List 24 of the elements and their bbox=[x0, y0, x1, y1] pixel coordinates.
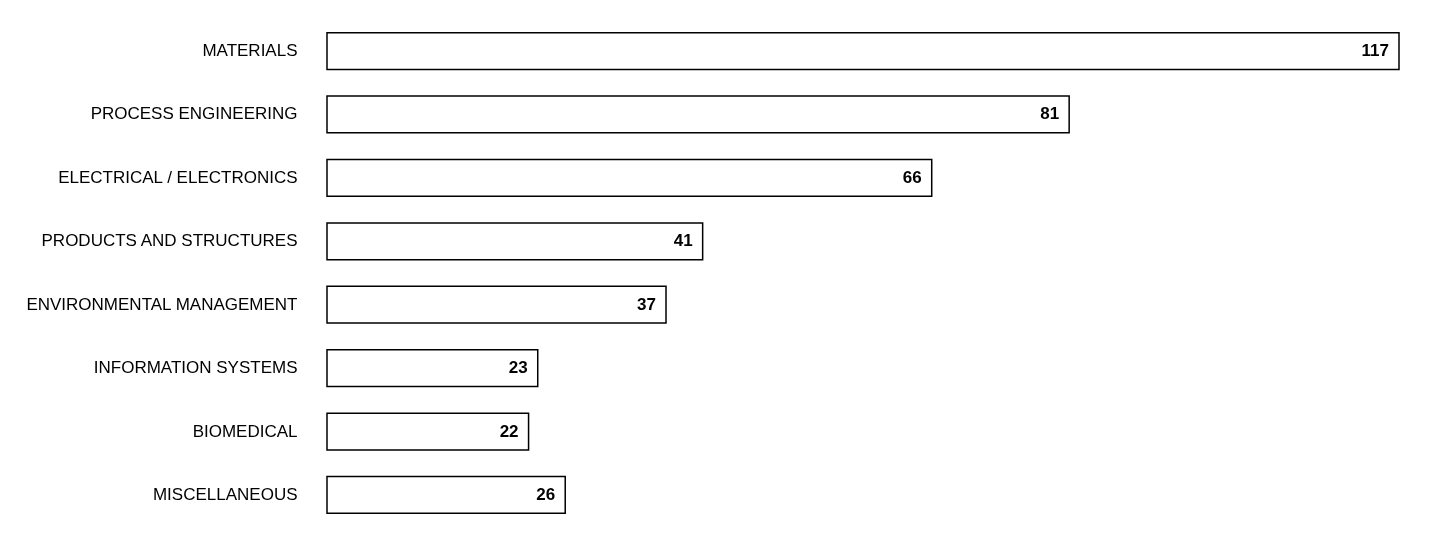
y-tick-label: MATERIALS bbox=[202, 41, 298, 61]
y-tick-label: PRODUCTS AND STRUCTURES bbox=[41, 231, 298, 251]
data-label: 37 bbox=[637, 294, 657, 314]
data-label: 81 bbox=[1040, 104, 1060, 124]
y-tick-label: ENVIRONMENTAL MANAGEMENT bbox=[26, 294, 298, 314]
y-tick-label: INFORMATION SYSTEMS bbox=[93, 358, 298, 378]
data-label: 117 bbox=[1361, 41, 1389, 61]
bar bbox=[326, 158, 933, 198]
bar bbox=[326, 285, 667, 324]
data-label: 66 bbox=[902, 167, 922, 187]
bar bbox=[326, 475, 566, 515]
bar bbox=[326, 412, 530, 451]
bar bbox=[326, 222, 704, 261]
y-tick-label: MISCELLANEOUS bbox=[152, 484, 298, 504]
y-tick-label: ELECTRICAL / ELECTRONICS bbox=[58, 167, 298, 187]
data-label: 41 bbox=[673, 231, 693, 251]
bar bbox=[326, 31, 1400, 71]
y-tick-label: BIOMEDICAL bbox=[192, 421, 298, 441]
bar bbox=[326, 95, 1070, 134]
data-label: 23 bbox=[508, 358, 528, 378]
data-label: 22 bbox=[499, 421, 519, 441]
bar bbox=[326, 348, 539, 388]
data-label: 26 bbox=[536, 484, 556, 504]
y-tick-label: PROCESS ENGINEERING bbox=[90, 104, 298, 124]
